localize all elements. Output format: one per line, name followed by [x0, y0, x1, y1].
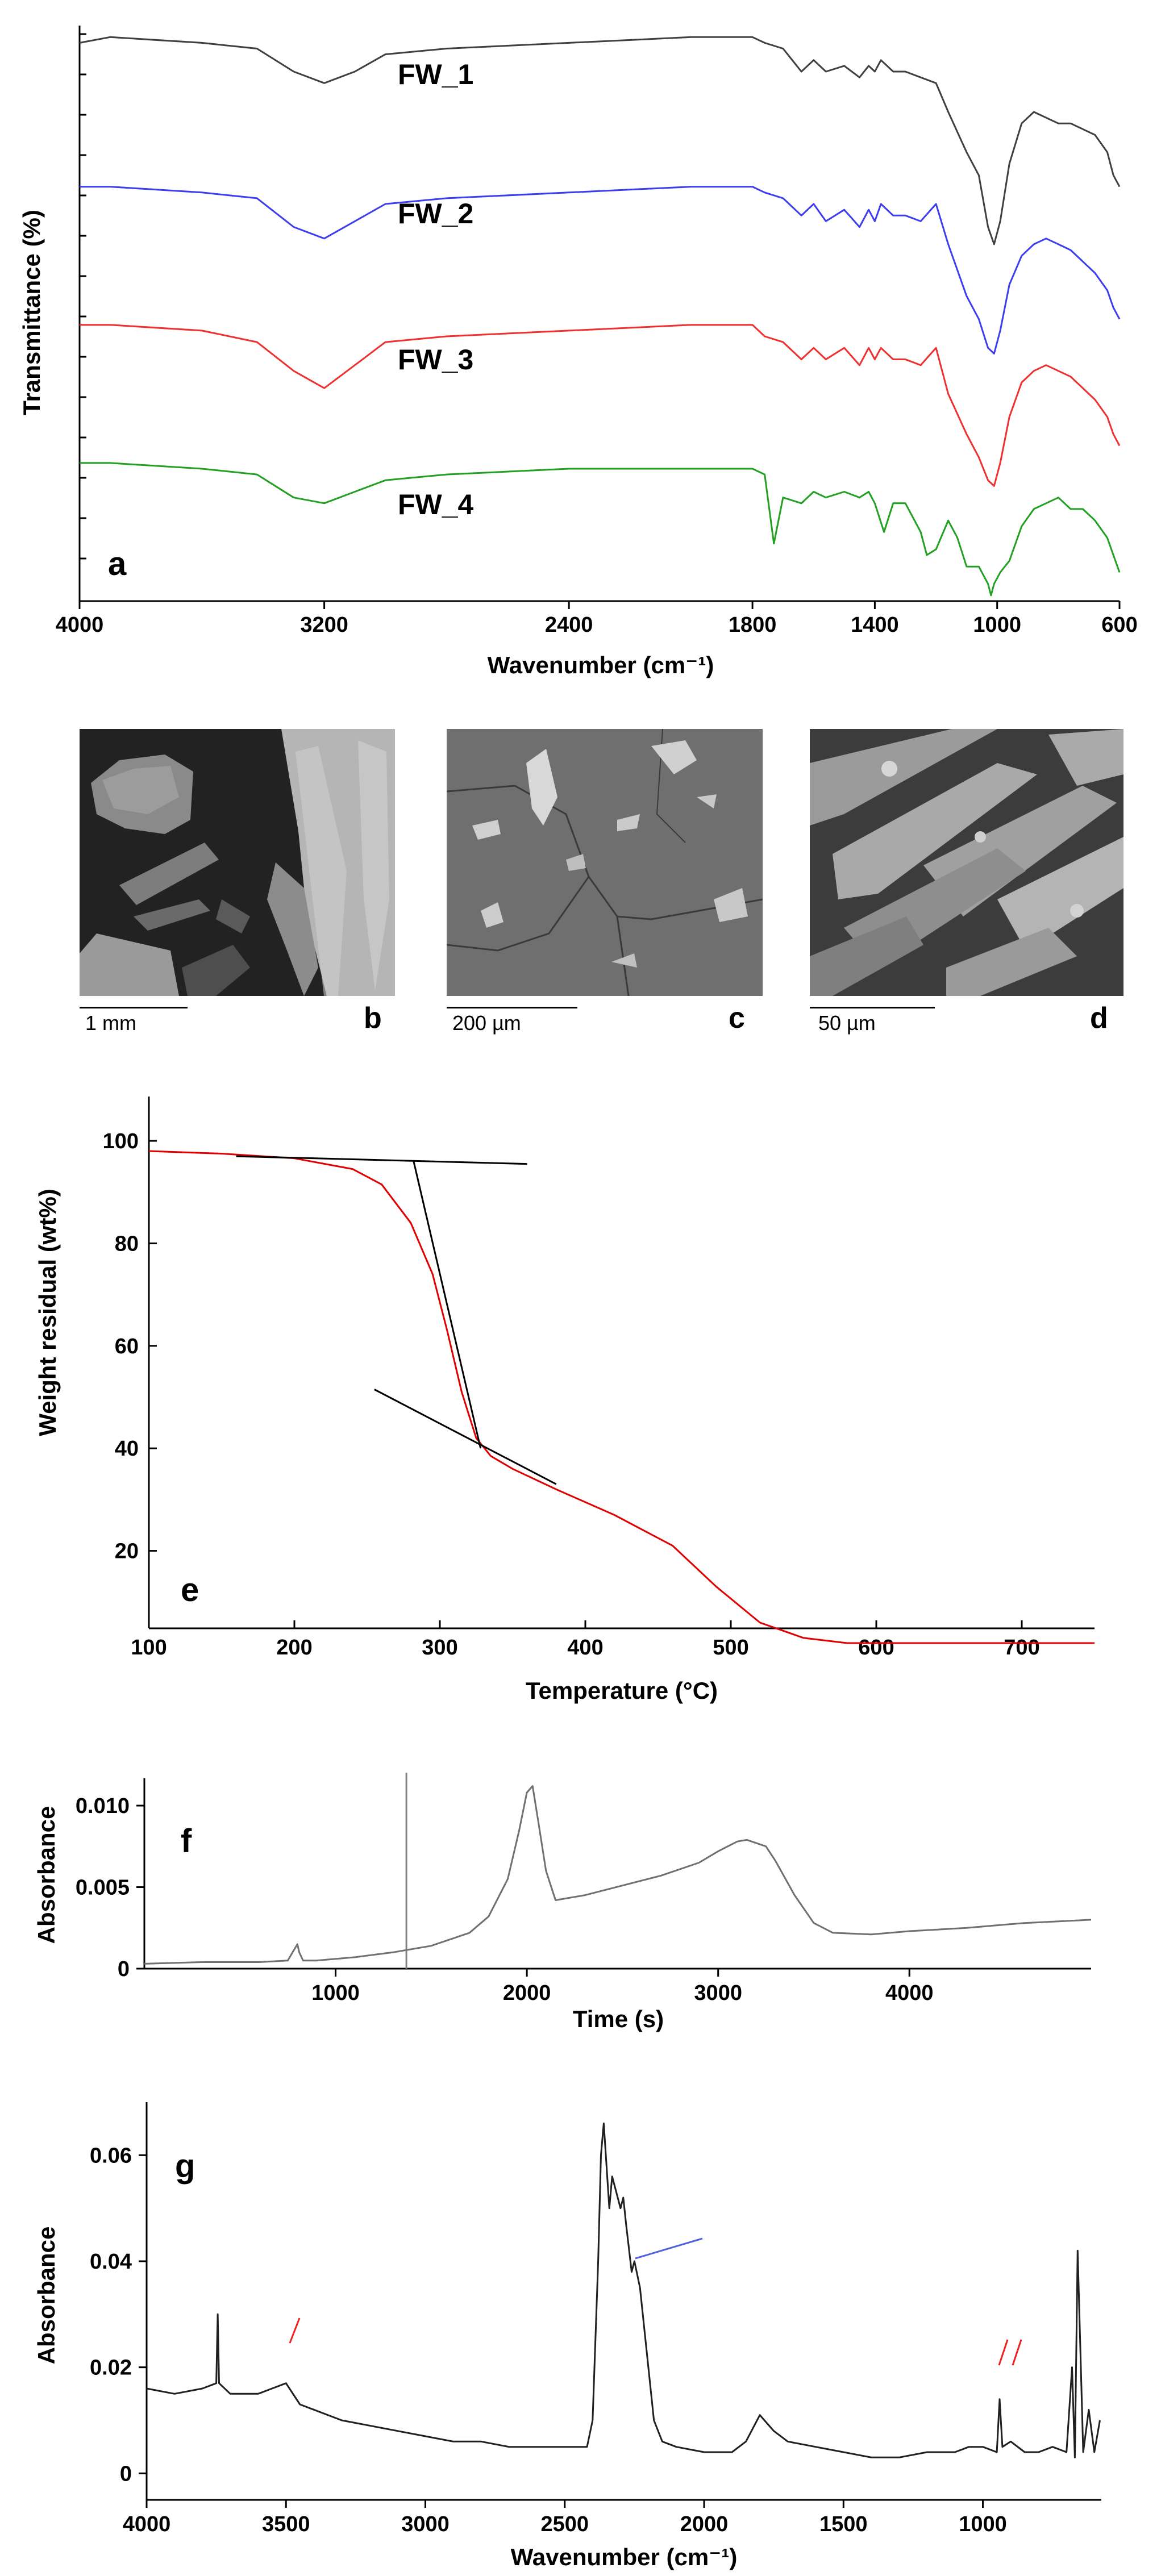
panel-e-tangent-line-1	[236, 1155, 527, 1165]
panel-a: 4000 3200 2400 1800 1400 1000 600 FW_1 FW_2 FW…	[18, 26, 1138, 678]
panel-g-y-tick-label: 0.04	[90, 2250, 132, 2274]
scale-label-c: 200 µm	[452, 1011, 521, 1035]
panel-g-x-axis-title: Wavenumber (cm⁻¹)	[511, 2544, 738, 2570]
panel-f-y-tick-label: 0	[118, 1957, 130, 1981]
panel-e-x-axis-title: Temperature (°C)	[526, 1677, 718, 1704]
panel-g-y-tick-label: 0.06	[90, 2144, 132, 2167]
sem-image-c	[447, 729, 763, 996]
panel-a-x-axis-title: Wavenumber (cm⁻¹)	[488, 652, 714, 678]
panel-b-letter: b	[364, 1002, 382, 1035]
panel-e-tga-curve	[148, 1150, 1095, 1644]
scale-label-d: 50 µm	[818, 1011, 876, 1035]
panel-f-y-axis-title: Absorbance	[33, 1806, 60, 1944]
panel-g-marker-red-2	[998, 2339, 1009, 2366]
panel-g-ticks: 4000 3500 3000 2500 2000 1500 1000 0 0.02 0.04 0.0…	[90, 2144, 1007, 2536]
panel-e-x-tick-label: 400	[567, 1636, 603, 1660]
panel-g-y-axis-title: Absorbance	[33, 2227, 60, 2365]
panel-f-x-tick-label: 2000	[503, 1981, 551, 2005]
panel-e-x-tick-label: 100	[131, 1636, 167, 1660]
panel-a-label-fw1: FW_1	[398, 59, 473, 90]
panel-f-x-tick-label: 4000	[885, 1981, 934, 2005]
panel-f-letter: f	[181, 1823, 192, 1860]
panel-g-x-tick-label: 1500	[819, 2512, 868, 2536]
panel-g-letter: g	[175, 2148, 195, 2185]
panel-g-y-tick-label: 0	[120, 2462, 132, 2486]
panel-a-label-fw3: FW_3	[398, 344, 473, 376]
panel-e-x-tick-label: 700	[1004, 1636, 1039, 1660]
panel-a-label-fw4: FW_4	[398, 489, 474, 520]
panel-f-x-tick-label: 3000	[694, 1981, 742, 2005]
scale-bar-d	[810, 1007, 935, 1008]
panel-d-letter: d	[1090, 1002, 1108, 1035]
panel-a-x-tick-label: 600	[1101, 613, 1137, 637]
panel-f-x-tick-label: 1000	[311, 1981, 360, 2005]
panel-a-x-tick-label: 1000	[973, 613, 1021, 637]
panel-g-x-tick-label: 2000	[680, 2512, 729, 2536]
panel-g-absorbance-spectrum	[146, 2122, 1101, 2458]
panel-f-series	[144, 1773, 1092, 1969]
panel-a-series-line-1	[79, 36, 1121, 245]
panel-a-x-tick-label: 1400	[851, 613, 899, 637]
panel-g-x-tick-label: 2500	[540, 2512, 589, 2536]
panel-f: 1000 2000 3000 4000 0 0.005 0.010 f Time (s) A…	[33, 1773, 1092, 2032]
panel-g-marker-red-1	[289, 2317, 301, 2344]
panel-e-letter: e	[181, 1572, 199, 1608]
panel-e-y-tick-label: 40	[115, 1437, 139, 1461]
sem-image-b-graphic	[80, 729, 395, 996]
panel-g-x-tick-label: 3000	[401, 2512, 450, 2536]
panel-a-series-line-2	[80, 186, 1121, 355]
panel-e-y-tick-label: 100	[103, 1129, 139, 1153]
panel-a-series-line-3	[80, 324, 1121, 487]
panel-f-y-tick-label: 0.010	[76, 1794, 130, 1818]
panel-a-y-minor-ticks	[80, 33, 86, 560]
panel-f-x-axis-title: Time (s)	[573, 2006, 664, 2032]
panel-e-y-tick-label: 20	[115, 1540, 139, 1564]
panel-e-tangent-line-2	[413, 1161, 482, 1449]
panel-a-x-tick-label: 2400	[545, 613, 593, 637]
sem-image-b	[80, 729, 395, 996]
panel-a-x-ticks: 4000 3200 2400 1800 1400 1000 600	[56, 601, 1138, 637]
panel-a-x-tick-label: 3200	[300, 613, 348, 637]
panel-e-y-tick-label: 60	[115, 1335, 139, 1358]
sem-image-d-graphic	[810, 729, 1123, 996]
panel-g-series	[146, 2122, 1101, 2458]
panel-a-series-line-4	[80, 462, 1121, 597]
panel-g-x-tick-label: 3500	[262, 2512, 310, 2536]
panel-f-ticks: 1000 2000 3000 4000 0 0.005 0.010	[76, 1794, 934, 2005]
panel-e-x-tick-label: 200	[276, 1636, 312, 1660]
panel-a-label-fw2: FW_2	[398, 198, 473, 230]
scale-label-b: 1 mm	[85, 1011, 136, 1035]
panel-a-x-tick-label: 4000	[56, 613, 104, 637]
panel-g: 4000 3500 3000 2500 2000 1500 1000 0 0.02 0.04 0.0…	[33, 2102, 1101, 2570]
panel-e-series	[148, 1150, 1095, 1644]
panel-g-marker-red-3	[1012, 2339, 1022, 2366]
panel-c-letter: c	[729, 1002, 745, 1035]
sem-image-d	[810, 729, 1123, 996]
scale-bar-b	[80, 1007, 188, 1008]
panel-e-y-tick-label: 80	[115, 1232, 139, 1256]
panel-g-x-tick-label: 1000	[959, 2512, 1007, 2536]
panel-e-tangent-line-3	[374, 1389, 557, 1485]
panel-g-x-tick-label: 4000	[123, 2512, 171, 2536]
panel-g-y-tick-label: 0.02	[90, 2356, 132, 2380]
panel-e-x-tick-label: 600	[858, 1636, 894, 1660]
panel-a-x-tick-label: 1800	[729, 613, 777, 637]
panel-a-letter: a	[108, 545, 127, 582]
panel-e-x-tick-label: 300	[422, 1636, 457, 1660]
sem-image-c-graphic	[447, 729, 763, 996]
panel-e-ticks: 100 200 300 400 500 600 700 20 40 60 80 100	[103, 1129, 1040, 1660]
panel-a-series	[79, 36, 1121, 597]
panel-f-absorbance-curve	[144, 1785, 1092, 1965]
panel-g-marker-blue	[635, 2237, 703, 2260]
panel-a-y-axis-title: Transmittance (%)	[18, 210, 45, 415]
panel-e: 100 200 300 400 500 600 700 20 40 60 80 100 e Tempe…	[34, 1097, 1095, 1704]
scale-bar-c	[447, 1007, 577, 1008]
panel-f-y-tick-label: 0.005	[76, 1876, 130, 1900]
panel-e-y-axis-title: Weight residual (wt%)	[34, 1189, 61, 1436]
panel-e-x-tick-label: 500	[713, 1636, 748, 1660]
